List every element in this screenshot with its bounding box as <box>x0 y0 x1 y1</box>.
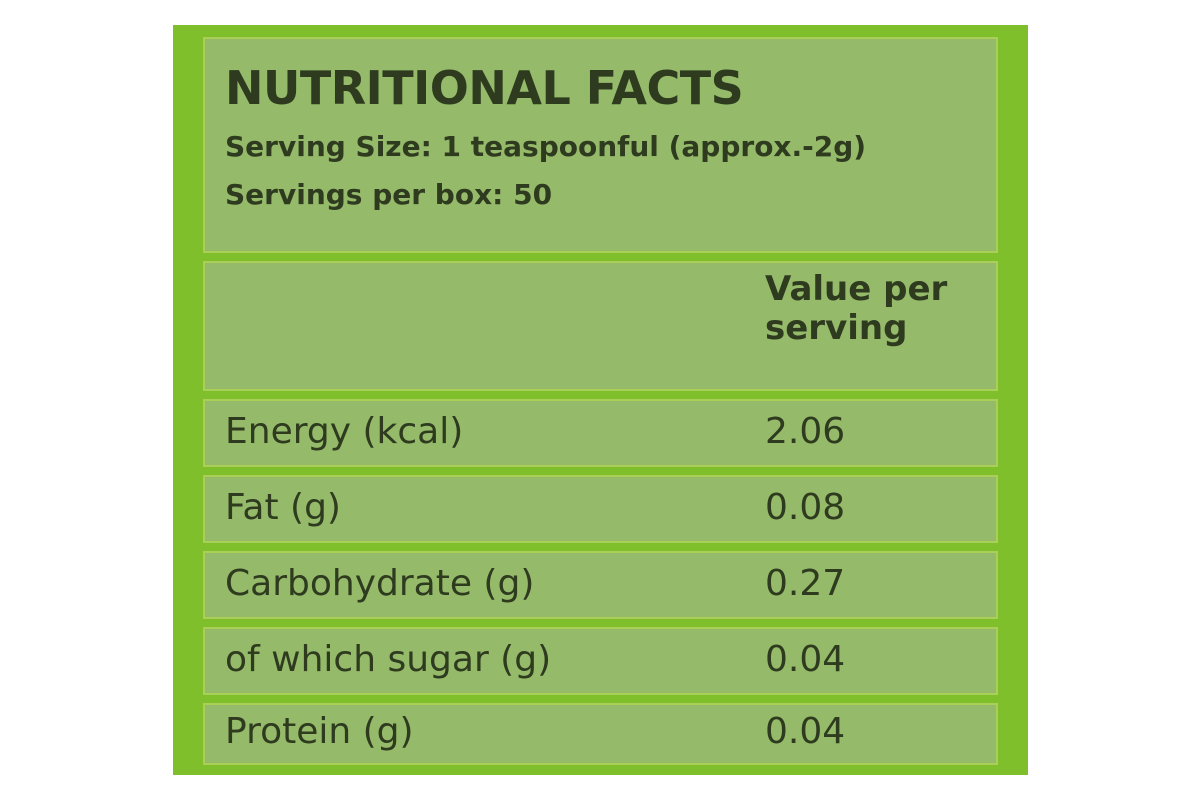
title-panel <box>203 37 998 253</box>
nutrient-value: 0.08 <box>765 487 846 528</box>
nutrient-value: 0.04 <box>765 711 846 752</box>
table-row <box>203 551 998 619</box>
table-row <box>203 399 998 467</box>
table-header-panel <box>203 261 998 391</box>
nutrition-label: NUTRITIONAL FACTS Serving Size: 1 teaspo… <box>173 25 1028 775</box>
column-header-value: Value per serving <box>765 270 947 348</box>
nutrient-name: Fat (g) <box>225 487 341 528</box>
table-row <box>203 475 998 543</box>
nutrient-value: 2.06 <box>765 411 846 452</box>
table-row <box>203 627 998 695</box>
serving-size: Serving Size: 1 teaspoonful (approx.-2g) <box>225 130 867 163</box>
table-row <box>203 703 998 765</box>
nutrient-name: Protein (g) <box>225 711 414 752</box>
nutrient-name: Energy (kcal) <box>225 411 464 452</box>
column-header-line-1: Value per <box>765 269 948 309</box>
servings-per-box: Servings per box: 50 <box>225 178 553 211</box>
column-header-line-2: serving <box>765 308 908 348</box>
nutrient-name: Carbohydrate (g) <box>225 563 535 604</box>
nutrient-value: 0.04 <box>765 639 846 680</box>
label-title: NUTRITIONAL FACTS <box>225 61 744 115</box>
nutrient-name: of which sugar (g) <box>225 639 552 680</box>
nutrient-value: 0.27 <box>765 563 846 604</box>
